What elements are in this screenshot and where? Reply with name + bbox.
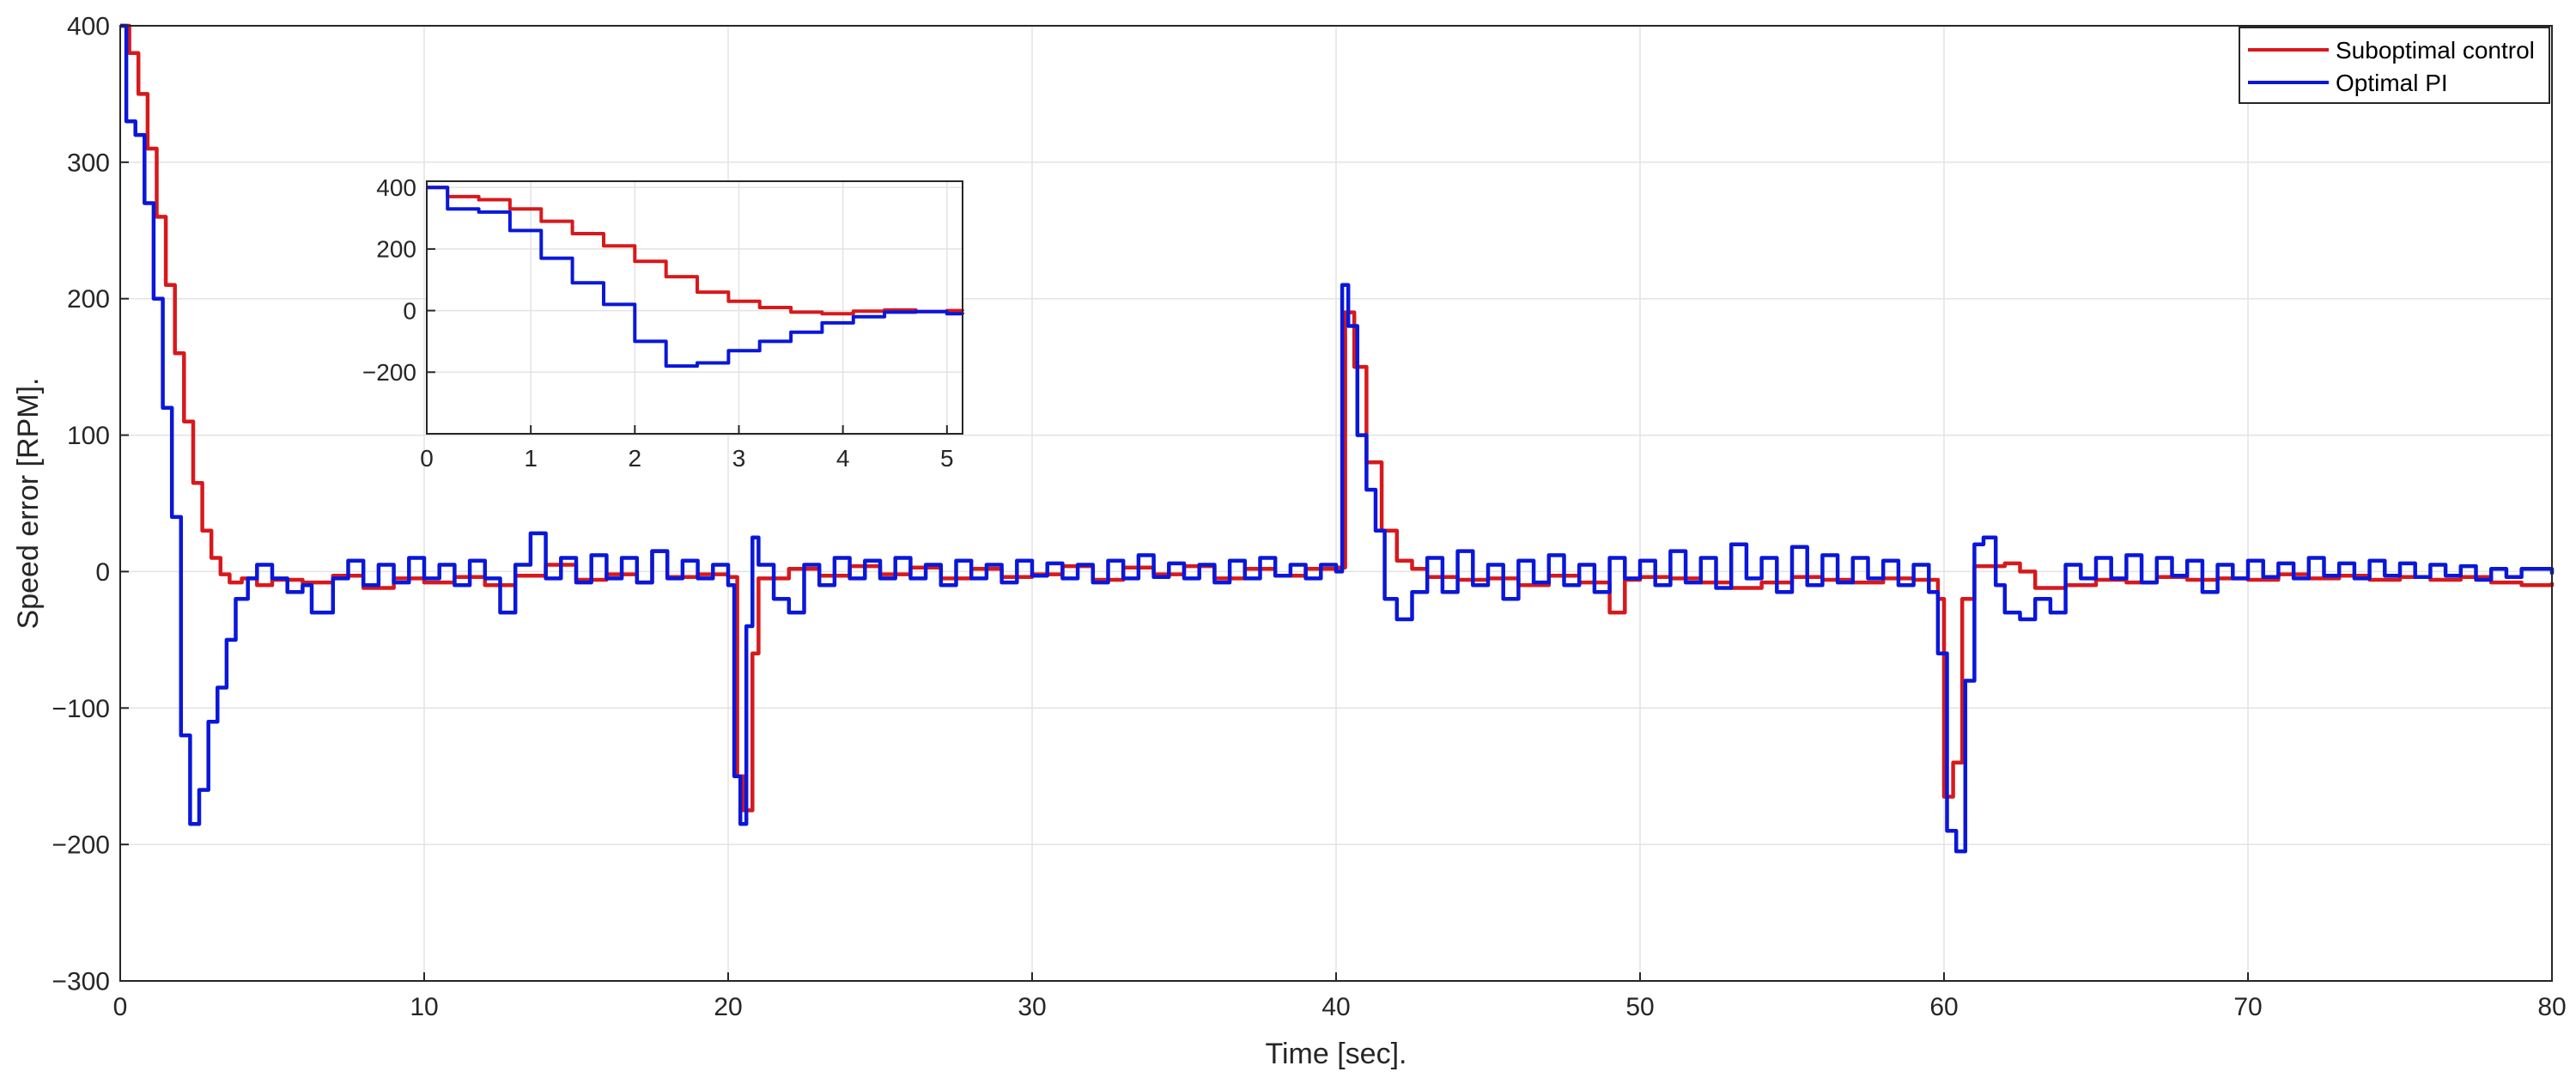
main-series-line-optimal-pi (120, 23, 2555, 854)
main-plot: 0 10 20 30 40 50 60 70 80 −300−200−1000100200300… (12, 13, 2567, 1071)
main-x-tick-label: 10 (410, 993, 438, 1021)
inset-x-tick-label: 2 (629, 445, 642, 472)
legend-box (2239, 27, 2550, 104)
main-x-tick-label: 30 (1018, 993, 1046, 1021)
y-axis-label: Speed error [RPM]. (12, 378, 45, 630)
main-y-tick-label: 300 (67, 149, 110, 177)
main-y-tick-labels: −300 −200 −100 0 100 200 300 400 (52, 13, 110, 996)
main-series-group (120, 23, 2555, 854)
main-x-tick-label: 80 (2537, 993, 2566, 1021)
main-y-tick-label: −200 (52, 831, 110, 860)
inset-y-tick-label: −200 (362, 359, 416, 386)
legend-label-optimal-pi: Optimal PI (2336, 70, 2448, 96)
main-x-tick-label: 0 (113, 993, 128, 1021)
main-y-tick-label: 400 (67, 13, 110, 41)
inset-x-tick-labels: 0 1 2 3 4 5 (420, 445, 953, 472)
main-x-tick-label: 70 (2233, 993, 2262, 1021)
inset-series-line-0 (427, 186, 964, 316)
inset-series-line-1 (427, 186, 964, 368)
legend: Suboptimal control Optimal PI (2239, 27, 2550, 104)
main-x-tick-label: 20 (714, 993, 742, 1021)
inset-x-tick-label: 1 (524, 445, 538, 472)
main-y-tick-label: −100 (52, 695, 110, 723)
inset-y-tick-label: 0 (403, 297, 416, 324)
main-y-tick-label: 100 (67, 422, 110, 450)
main-y-tick-label: 0 (95, 558, 110, 587)
main-x-tick-label: 60 (1929, 993, 1958, 1021)
x-axis-label: Time [sec]. (1266, 1038, 1407, 1070)
inset-y-tick-labels: −200 0 200 400 (362, 174, 416, 386)
main-y-tick-label: 200 (67, 285, 110, 314)
inset-plot-frame (426, 180, 963, 435)
inset-series-group (427, 186, 964, 368)
main-x-tick-labels: 0 10 20 30 40 50 60 70 80 (113, 993, 2567, 1021)
inset-x-tick-label: 3 (732, 445, 746, 472)
inset-x-tick-label: 5 (940, 445, 954, 472)
main-x-tick-label: 40 (1321, 993, 1350, 1021)
inset-x-tick-label: 0 (420, 445, 434, 472)
main-y-tick-label: −300 (52, 968, 110, 996)
inset-x-tick-label: 4 (836, 445, 850, 472)
inset-y-tick-label: 200 (376, 236, 416, 263)
inset-plot-area (427, 181, 963, 434)
inset-y-tick-label: 400 (376, 174, 416, 201)
main-x-tick-label: 50 (1625, 993, 1654, 1021)
inset-plot: 0 1 2 3 4 5 −200 0 200 400 (362, 174, 964, 472)
main-plot-frame (119, 25, 2553, 982)
legend-label-suboptimal: Suboptimal control (2336, 37, 2535, 64)
